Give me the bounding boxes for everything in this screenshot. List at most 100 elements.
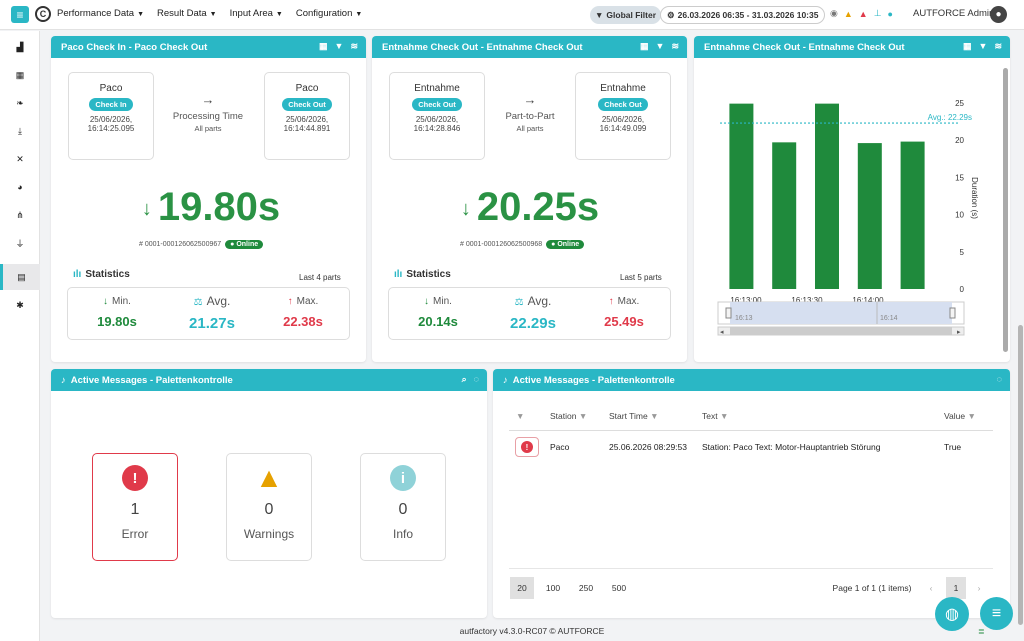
arrow-up-icon: ↑ [608,296,614,307]
statistics-label: Statistics [406,269,451,280]
statistics-box: ↓ Min. 19.80s ⚖ Avg. 21.27s ↑ Max. 22.38s [67,287,350,340]
rss-icon[interactable]: ≋ [671,41,679,51]
globe-icon: ◍ [945,606,959,623]
chart-bar[interactable] [815,103,839,289]
statistics-box: ↓ Min. 20.14s ⚖ Avg. 22.29s ↑ Max. 25.49s [388,287,671,340]
filter-icon[interactable]: ▼ [967,411,976,421]
user-name[interactable]: AUTFORCE Admin [913,8,995,19]
global-filter-button[interactable]: ▼ Global Filter [590,6,662,24]
date-range-label: 26.03.2026 06:35 - 31.03.2026 10:35 [677,10,819,20]
sidebar: ▟ ▦ ❧ ⤓ ✕ ◕ ⋔ ⏚ ▤ ✱ [0,31,40,641]
navigator-selection[interactable] [730,302,952,324]
filter-icon[interactable]: ▼ [650,411,659,421]
column-text[interactable]: Text ▼ [702,411,728,421]
menu-performance-data[interactable]: Performance Data ▼ [57,8,144,19]
chart-bar[interactable] [900,141,925,289]
arrow-down-icon: ↓ [103,296,109,307]
alert-icon[interactable]: ▲ [858,8,868,19]
prev-page-icon[interactable]: ‹ [929,583,933,593]
filter-icon[interactable]: ▼ [334,41,344,51]
menu-input-area[interactable]: Input Area ▼ [230,8,283,19]
last-parts-label: Last 5 parts [620,273,662,282]
filter-icon[interactable]: ▼ [516,411,525,421]
column-station[interactable]: Station ▼ [550,411,587,421]
hamburger-menu-button[interactable]: ≡ [11,6,29,23]
chart-bar[interactable] [729,103,754,289]
status-badge: ● Online [225,240,264,249]
stat-max: ↑ Max. 22.38s [268,296,338,329]
record-icon[interactable]: ◉ [830,8,838,18]
x-tick-label: 16:13:30 [791,296,823,305]
big-value: ↓ 19.80s [131,185,291,230]
filter-icon[interactable]: ▼ [578,411,588,421]
filter-icon[interactable]: ▼ [978,41,988,51]
globe-fab-button[interactable]: ◍ [935,597,969,631]
arrow-up-icon: ↑ [287,296,293,307]
filter-icon[interactable]: ▼ [719,411,729,421]
menu-fab-button[interactable]: ≡ [980,597,1013,630]
sidebar-boxes-icon[interactable]: ▦ [15,69,25,80]
cell-value: True [944,442,962,452]
x-tick-label: 16:14:00 [852,296,884,305]
scroll-right-icon[interactable]: ▸ [957,329,961,336]
avatar[interactable]: ● [990,6,1007,23]
page-size-100[interactable]: 100 [545,583,561,593]
sidebar-leaf-icon[interactable]: ❧ [16,97,24,108]
table-icon[interactable]: ▦ [640,41,649,51]
pin-icon[interactable]: ⊥ [873,8,882,18]
page-size-500[interactable]: 500 [611,583,627,593]
info-count-box[interactable]: i 0 Info [360,453,446,561]
page-size-250[interactable]: 250 [578,583,594,593]
warning-icon[interactable]: ▲ [843,8,853,19]
header-divider [509,430,993,431]
stat-max: ↑ Max. 25.49s [589,296,659,329]
sidebar-tools-icon[interactable]: ✕ [16,153,24,164]
sidebar-network-icon[interactable]: ⋔ [16,209,24,220]
statistics-label: Statistics [85,269,130,280]
panel-scrollbar[interactable] [1003,68,1008,352]
column-start-time[interactable]: Start Time ▼ [609,411,659,421]
date-range-button[interactable]: ⚙ 26.03.2026 06:35 - 31.03.2026 10:35 [660,6,826,24]
warning-count-box[interactable]: ▲ 0 Warnings [226,453,312,561]
time-label: 16:14:49.099 [599,124,647,133]
search-icon[interactable]: ⌕ [461,374,467,384]
sidebar-pie-icon[interactable]: ◕ [17,182,23,192]
arrow-right-icon: → [201,92,215,107]
rss-icon[interactable]: ≋ [994,41,1002,51]
arrow-down-icon: ↓ [141,197,152,220]
table-icon[interactable]: ▦ [319,41,328,51]
menu-configuration[interactable]: Configuration ▼ [296,8,362,19]
navigator-scrollbar-thumb[interactable] [730,327,952,335]
max-value: 25.49s [604,314,644,329]
sidebar-download-icon[interactable]: ⤓ [18,125,22,136]
error-count-box[interactable]: ! 1 Error [92,453,178,561]
sidebar-chart-icon[interactable]: ▟ [16,41,24,52]
chart-bar[interactable] [772,142,797,289]
app-logo: C [35,6,51,22]
duration-bar-chart[interactable]: 16:13:00 16:13:30 16:14:00 0 5 10 15 20 25 Avg.… [694,58,1010,362]
page-scrollbar-thumb[interactable] [1018,325,1023,625]
menu-result-data[interactable]: Result Data ▼ [157,8,217,19]
rss-icon[interactable]: ≋ [350,41,358,51]
page-size-20[interactable]: 20 [510,577,534,599]
check-badge: Check Out [412,98,462,111]
panel-duration-chart: Entnahme Check Out - Entnahme Check Out … [694,36,1010,362]
navigator-handle-left[interactable] [725,307,732,319]
checkout-box-left: Entnahme Check Out 25/06/2026, 16:14:28.… [389,72,485,160]
bell-icon: ♪ [61,374,66,386]
navigator-handle-right[interactable] [949,307,956,319]
caret-down-icon: ▼ [209,11,217,18]
next-page-icon[interactable]: › [977,583,981,593]
chart-bar[interactable] [857,143,882,289]
page-number[interactable]: 1 [946,577,966,599]
sidebar-plug-icon[interactable]: ⏚ [15,238,25,249]
scale-icon: ⚖ [514,297,524,308]
column-value[interactable]: Value ▼ [944,411,976,421]
scroll-left-icon[interactable]: ◂ [720,329,724,336]
filter-icon[interactable]: ▼ [655,41,665,51]
table-icon[interactable]: ▦ [963,41,972,51]
station-label: Paco [295,83,319,94]
sidebar-dashboard-icon[interactable]: ▤ [0,264,40,290]
globe-icon[interactable]: ● [887,8,893,19]
sidebar-gear-icon[interactable]: ✱ [16,299,24,310]
